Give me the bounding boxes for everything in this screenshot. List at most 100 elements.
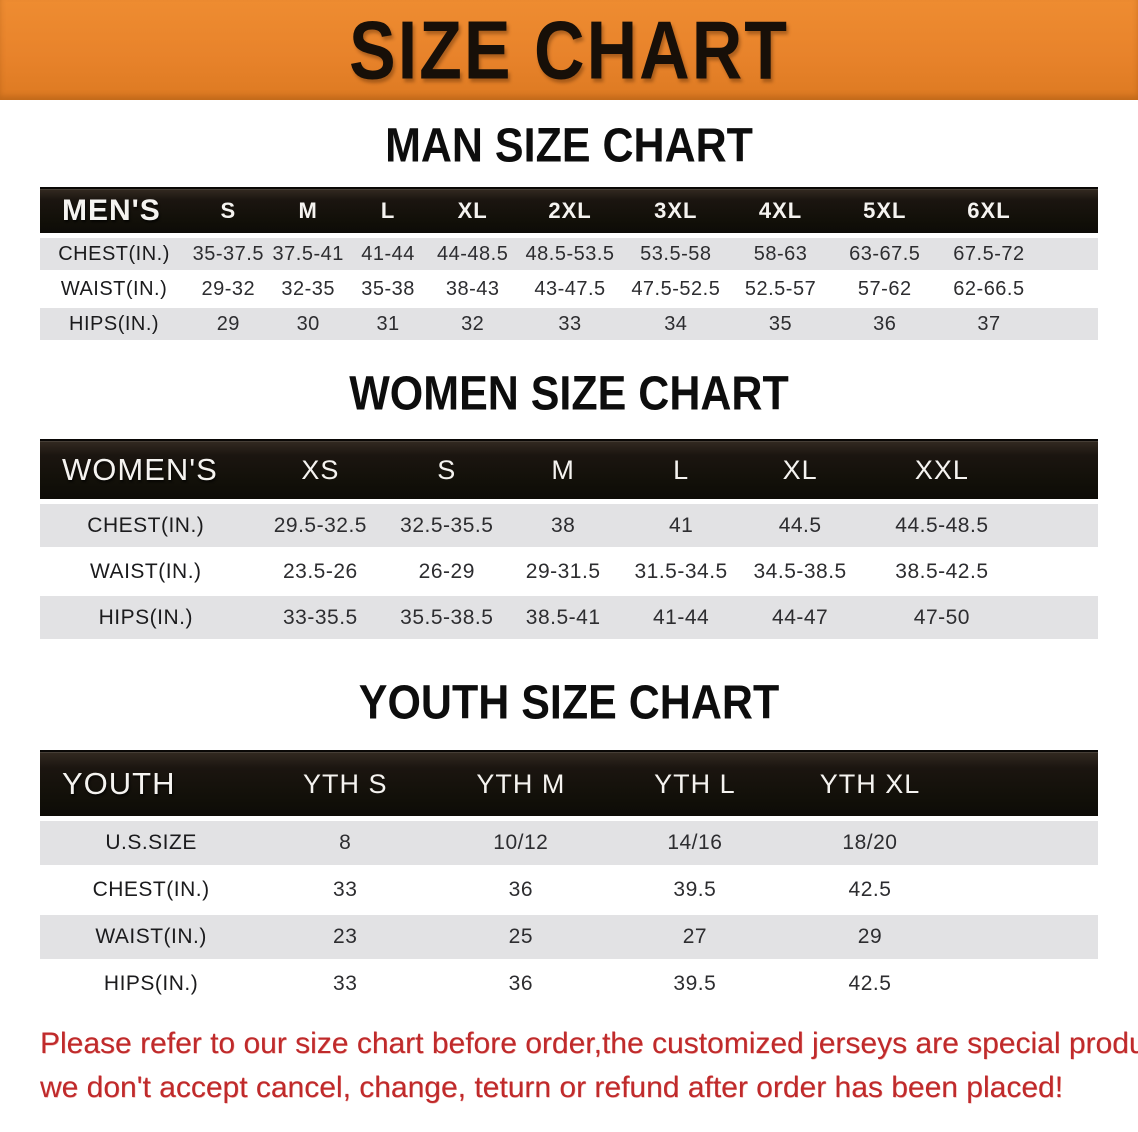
size-value-cell: 44.5-48.5 <box>895 513 989 537</box>
size-value-cell: 29.5-32.5 <box>273 513 367 537</box>
size-column-header <box>1023 439 1098 504</box>
table-row: HIPS(IN.) 33 36 39.5 42.5 <box>40 960 1098 1007</box>
size-value-cell <box>964 914 1098 961</box>
row-label: WAIST(IN.) <box>60 277 168 300</box>
size-value-cell: 38-43 <box>445 277 500 300</box>
size-value-cell: 57-62 <box>857 277 912 300</box>
size-column-header: YTH S <box>262 750 429 821</box>
size-value-cell: 31 <box>376 312 400 335</box>
size-column-header: YTH L <box>613 750 777 821</box>
size-value-cell <box>1024 595 1098 640</box>
size-value-cell <box>1041 307 1098 341</box>
size-value-cell: 62-66.5 <box>953 277 1025 300</box>
size-column-header: M <box>504 439 622 504</box>
size-value-cell: 33-35.5 <box>282 605 358 629</box>
size-value-cell: 67.5-72 <box>953 242 1025 265</box>
size-value-cell: 29-32 <box>201 277 256 300</box>
men-section-title: MAN SIZE CHART <box>385 119 753 173</box>
size-value-cell: 29-31.5 <box>525 559 601 583</box>
size-value-cell: 14/16 <box>667 831 723 854</box>
youth-section-title: YOUTH SIZE CHART <box>358 676 780 730</box>
size-value-cell: 31.5-34.5 <box>634 559 728 583</box>
size-column-header: 4XL <box>728 187 833 238</box>
size-value-cell: 38.5-41 <box>525 605 601 629</box>
size-value-cell: 29 <box>857 925 883 948</box>
size-value-cell: 39.5 <box>673 972 717 995</box>
women-section-title: WOMEN SIZE CHART <box>349 367 789 421</box>
row-label: CHEST(IN.) <box>58 242 170 265</box>
youth-size-table: YOUTH YTH S YTH M YTH L YTH XL U.S.SIZE 8 10/12… <box>40 750 1098 1006</box>
size-value-cell: 44-48.5 <box>437 242 509 265</box>
table-row: HIPS(IN.) 29 30 31 32 33 34 35 36 37 <box>40 306 1098 341</box>
size-value-cell: 32-35 <box>281 277 336 300</box>
size-value-cell: 37 <box>977 312 1001 335</box>
size-value-cell <box>1041 272 1098 307</box>
size-value-cell: 52.5-57 <box>744 277 817 300</box>
size-value-cell: 8 <box>339 831 352 854</box>
size-value-cell: 47.5-52.5 <box>631 277 721 300</box>
table-row: WAIST(IN.) 23.5-26 26-29 29-31.5 31.5-34.5 34… <box>40 548 1098 595</box>
size-value-cell <box>1024 502 1098 549</box>
row-label: WAIST(IN.) <box>90 559 202 583</box>
size-value-cell: 39.5 <box>673 878 717 901</box>
disclaimer-line-2: we don't accept cancel, change, teturn o… <box>40 1071 1064 1104</box>
size-value-cell <box>1041 236 1098 272</box>
size-value-cell: 36 <box>508 972 534 995</box>
size-value-cell: 33 <box>558 312 582 335</box>
size-value-cell: 27 <box>682 925 708 948</box>
size-value-cell: 41 <box>668 513 694 537</box>
size-value-cell: 29 <box>216 312 240 335</box>
size-column-header <box>1040 187 1098 238</box>
size-column-header: YTH XL <box>776 750 964 821</box>
size-column-header: 5XL <box>832 187 938 238</box>
size-value-cell <box>964 867 1098 914</box>
section-men: MAN SIZE CHART MEN'S S M L XL 2XL 3XL 4XL 5XL 6XL… <box>0 119 1138 340</box>
row-label: U.S.SIZE <box>105 831 197 854</box>
size-column-header: L <box>621 439 741 504</box>
size-value-cell: 18/20 <box>842 831 898 854</box>
size-column-header: XXL <box>859 439 1024 504</box>
size-column-header: XL <box>740 439 860 504</box>
size-value-cell: 53.5-58 <box>640 242 712 265</box>
size-column-header: YTH M <box>428 750 614 821</box>
table-header-row: WOMEN'S XS S M L XL XXL <box>40 439 1098 504</box>
size-value-cell: 37.5-41 <box>272 242 344 265</box>
size-column-header: L <box>347 187 429 238</box>
table-row: U.S.SIZE 8 10/12 14/16 18/20 <box>40 818 1098 867</box>
size-value-cell: 33 <box>333 972 358 995</box>
row-label: HIPS(IN.) <box>103 972 199 995</box>
men-size-table: MEN'S S M L XL 2XL 3XL 4XL 5XL 6XL CHEST(IN.) 35-37… <box>40 187 1098 340</box>
size-value-cell: 33 <box>333 878 358 901</box>
banner: SIZE CHART <box>0 0 1138 100</box>
size-value-cell <box>1024 549 1098 595</box>
size-value-cell: 35 <box>768 312 793 335</box>
size-column-header: 2XL <box>517 187 623 238</box>
size-value-cell: 36 <box>873 312 897 335</box>
table-row: WAIST(IN.) 23 25 27 29 <box>40 913 1098 961</box>
size-value-cell <box>964 961 1098 1007</box>
table-header-row: YOUTH YTH S YTH M YTH L YTH XL <box>40 750 1098 821</box>
size-value-cell: 30 <box>296 312 320 335</box>
table-corner-label: YOUTH <box>40 750 263 821</box>
table-row: CHEST(IN.) 29.5-32.5 32.5-35.5 38 41 44.5 44.5… <box>40 501 1098 549</box>
size-value-cell: 42.5 <box>848 972 892 995</box>
row-label: CHEST(IN.) <box>92 878 210 901</box>
banner-title: SIZE CHART <box>349 3 789 97</box>
table-row: HIPS(IN.) 33-35.5 35.5-38.5 38.5-41 41-44 44-… <box>40 594 1098 640</box>
size-value-cell: 26-29 <box>418 559 475 583</box>
size-value-cell: 38.5-42.5 <box>895 559 989 583</box>
size-value-cell: 58-63 <box>753 242 808 265</box>
table-row: WAIST(IN.) 29-32 32-35 35-38 38-43 43-47.5 47.… <box>40 271 1098 307</box>
size-value-cell <box>964 819 1098 867</box>
size-value-cell: 23.5-26 <box>282 559 358 583</box>
disclaimer: Please refer to our size chart before or… <box>40 1022 1138 1110</box>
size-column-header: S <box>188 187 269 238</box>
row-label: HIPS(IN.) <box>69 312 160 335</box>
size-value-cell: 35-37.5 <box>192 242 264 265</box>
size-value-cell: 63-67.5 <box>849 242 921 265</box>
size-column-header: 6XL <box>937 187 1041 238</box>
size-value-cell: 47-50 <box>913 605 970 629</box>
size-value-cell: 43-47.5 <box>534 277 606 300</box>
size-column-header <box>963 750 1098 821</box>
size-value-cell: 23 <box>333 925 358 948</box>
